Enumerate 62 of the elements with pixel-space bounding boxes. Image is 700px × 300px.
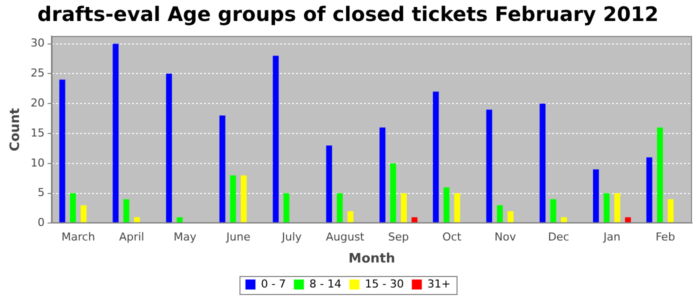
y-tick-label: 0 <box>38 216 45 230</box>
x-tick-label: July <box>280 230 302 244</box>
bar <box>486 110 492 223</box>
bar <box>646 157 652 223</box>
x-tick-label: Feb <box>656 230 676 244</box>
x-tick-label: Jan <box>602 230 620 244</box>
bar <box>496 205 503 223</box>
bar <box>70 193 76 223</box>
x-tick-label: May <box>174 230 197 244</box>
y-axis-title: Count <box>8 108 24 152</box>
bar <box>454 193 460 223</box>
x-tick-label: Sep <box>388 230 409 244</box>
y-tick-label: 30 <box>30 36 45 50</box>
bar <box>604 193 610 223</box>
bar <box>668 199 674 223</box>
legend-label: 15 - 30 <box>364 277 404 290</box>
bar <box>272 56 279 223</box>
bar <box>550 199 556 223</box>
y-tick-label: 20 <box>30 96 45 110</box>
y-tick-label: 25 <box>30 66 45 80</box>
legend-label: 0 - 7 <box>260 277 286 290</box>
bar <box>326 145 332 223</box>
bar <box>59 80 66 223</box>
bar <box>412 217 418 223</box>
x-tick-label: Dec <box>548 230 570 244</box>
bar <box>560 217 567 223</box>
bar <box>123 199 130 223</box>
legend-label: 31+ <box>427 277 451 290</box>
bar <box>432 92 439 223</box>
bar <box>283 193 290 223</box>
bar <box>400 193 407 223</box>
bar <box>112 44 119 223</box>
x-tick-label: Oct <box>442 230 462 244</box>
bar <box>390 163 396 223</box>
legend-label: 8 - 14 <box>309 277 342 290</box>
y-tick-label: 15 <box>30 126 45 140</box>
x-tick-label: Nov <box>494 230 516 244</box>
bar <box>540 104 546 223</box>
y-tick-label: 5 <box>38 186 45 200</box>
bar <box>219 116 226 223</box>
x-tick-label: August <box>326 230 366 244</box>
bar <box>593 169 599 223</box>
bar <box>625 217 631 223</box>
bar <box>508 211 514 223</box>
x-tick-label: June <box>225 230 251 244</box>
bar <box>348 211 354 223</box>
x-tick-label: March <box>62 230 96 244</box>
bar <box>166 74 172 223</box>
bar <box>380 128 386 223</box>
bar <box>230 175 236 223</box>
x-tick-label: April <box>119 230 144 244</box>
bar <box>176 217 183 223</box>
bar <box>336 193 343 223</box>
y-tick-label: 10 <box>30 156 45 170</box>
x-axis-title: Month <box>348 252 396 267</box>
bar <box>80 205 87 223</box>
bar <box>240 175 247 223</box>
bar <box>657 128 663 223</box>
bar <box>614 193 620 223</box>
bar <box>134 217 140 223</box>
chart-title: drafts-eval Age groups of closed tickets February 2012 <box>37 2 659 26</box>
bar <box>444 187 450 223</box>
